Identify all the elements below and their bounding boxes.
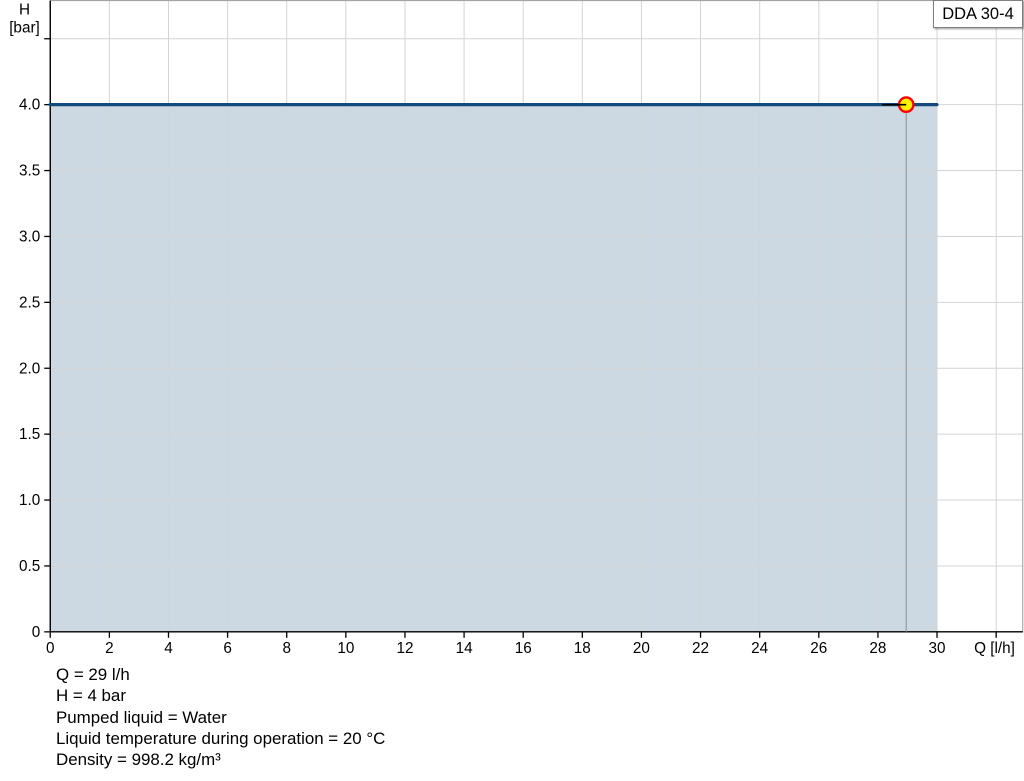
svg-text:30: 30 (929, 640, 946, 657)
svg-text:2: 2 (105, 640, 114, 657)
svg-text:H: H (19, 2, 30, 19)
svg-text:22: 22 (692, 640, 709, 657)
svg-text:3.0: 3.0 (19, 228, 40, 245)
svg-text:Q [l/h]: Q [l/h] (974, 640, 1015, 657)
svg-text:24: 24 (751, 640, 769, 657)
svg-text:4.0: 4.0 (19, 97, 40, 114)
svg-text:4: 4 (164, 640, 173, 657)
svg-text:0.5: 0.5 (19, 558, 40, 575)
svg-text:16: 16 (515, 640, 532, 657)
svg-text:28: 28 (869, 640, 886, 657)
svg-text:1.0: 1.0 (19, 492, 40, 509)
svg-text:0: 0 (32, 624, 41, 641)
svg-text:6: 6 (223, 640, 232, 657)
svg-text:18: 18 (574, 640, 591, 657)
svg-text:26: 26 (810, 640, 827, 657)
svg-text:14: 14 (456, 640, 474, 657)
svg-text:20: 20 (633, 640, 650, 657)
svg-text:[bar]: [bar] (9, 20, 40, 37)
svg-text:10: 10 (337, 640, 354, 657)
svg-text:3.5: 3.5 (19, 163, 40, 180)
svg-text:2.0: 2.0 (19, 360, 40, 377)
svg-text:1.5: 1.5 (19, 426, 40, 443)
svg-text:0: 0 (46, 640, 55, 657)
svg-text:2.5: 2.5 (19, 294, 40, 311)
svg-text:12: 12 (396, 640, 413, 657)
svg-text:8: 8 (282, 640, 291, 657)
